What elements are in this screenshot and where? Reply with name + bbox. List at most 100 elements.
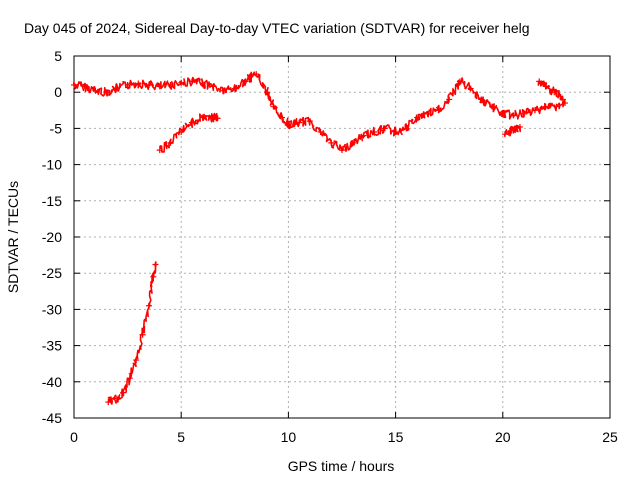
point-arc-1-4 — [113, 85, 120, 92]
point-arc-1-11 — [188, 78, 195, 85]
point-arc-1-9 — [167, 81, 174, 88]
point-arc-1-46 — [553, 103, 560, 110]
chart-title: Day 045 of 2024, Sidereal Day-to-day VTE… — [24, 20, 530, 36]
point-arc-1-13 — [210, 83, 217, 90]
point-arc-1-20 — [278, 114, 285, 121]
x-tick-label-15: 15 — [388, 429, 404, 445]
point-arc-1-35 — [435, 107, 442, 114]
point-arc-1-26 — [339, 147, 345, 154]
point-arc-3-1 — [113, 395, 120, 402]
point-arc-3-5 — [139, 331, 146, 338]
y-tick-label--20: -20 — [42, 229, 62, 245]
point-arc-1-8 — [156, 83, 163, 90]
point-arc-1-23 — [306, 118, 313, 125]
point-arc-2-0 — [156, 147, 163, 154]
point-arc-2-4 — [199, 114, 206, 121]
point-arc-1-32 — [403, 125, 410, 132]
y-tick-label--45: -45 — [42, 410, 62, 426]
point-arc-1-5 — [124, 81, 131, 88]
y-tick-label-5: 5 — [54, 48, 62, 64]
y-tick-label--10: -10 — [42, 157, 62, 173]
point-arc-1-42 — [510, 112, 517, 119]
point-arc-5-0 — [501, 131, 508, 138]
point-arc-1-24 — [317, 129, 324, 136]
series-path-arc-3 — [107, 261, 157, 405]
point-arc-1-37 — [456, 78, 463, 85]
point-arc-1-40 — [489, 103, 496, 110]
series-path-arc-4 — [537, 80, 564, 101]
point-arc-1-2 — [92, 87, 99, 94]
point-arc-1-21 — [285, 121, 292, 128]
y-tick-label--40: -40 — [42, 374, 62, 390]
series-arc-4 — [536, 78, 566, 103]
point-arc-5-1 — [510, 126, 517, 133]
y-tick-label-0: 0 — [54, 84, 62, 100]
point-arc-1-15 — [231, 85, 238, 92]
point-arc-1-22 — [296, 119, 303, 126]
y-tick-label--35: -35 — [42, 338, 62, 354]
point-arc-1-44 — [531, 107, 538, 114]
point-arc-5-2 — [516, 123, 523, 130]
point-arc-1-47 — [561, 100, 568, 107]
series-arc-5 — [501, 123, 523, 138]
point-arc-1-34 — [424, 110, 431, 117]
point-arc-2-1 — [167, 139, 174, 146]
series-arc-3 — [105, 261, 159, 406]
x-tick-label-5: 5 — [177, 429, 185, 445]
point-arc-1-45 — [542, 103, 549, 110]
point-arc-1-6 — [135, 80, 142, 87]
point-arc-1-30 — [381, 125, 388, 132]
point-arc-1-43 — [521, 110, 528, 117]
x-tick-label-10: 10 — [281, 429, 297, 445]
point-arc-1-19 — [270, 103, 277, 110]
series-path-arc-2 — [159, 112, 219, 153]
point-arc-1-7 — [146, 81, 153, 88]
point-arc-4-0 — [536, 78, 543, 85]
point-arc-1-10 — [178, 79, 185, 86]
y-tick-label--5: -5 — [50, 120, 63, 136]
point-arc-2-6 — [214, 115, 221, 122]
point-arc-1-33 — [414, 114, 421, 121]
x-tick-label-0: 0 — [70, 429, 78, 445]
y-tick-label--25: -25 — [42, 265, 62, 281]
point-arc-1-16 — [242, 78, 249, 85]
point-arc-1-0 — [71, 81, 77, 88]
point-arc-1-28 — [360, 132, 367, 139]
point-arc-2-3 — [188, 119, 195, 126]
point-arc-2-2 — [178, 129, 185, 136]
axis-ticks: 0 5 10 15 20 25 5 0 -5 -10 -15 -20 -25 -30 -35 -40 -45 — [42, 48, 618, 445]
point-arc-1-41 — [499, 110, 506, 117]
x-tick-label-20: 20 — [495, 429, 511, 445]
point-arc-4-1 — [542, 83, 549, 90]
point-arc-1-27 — [349, 139, 356, 146]
point-arc-1-1 — [81, 83, 88, 90]
series-arc-2 — [156, 112, 221, 154]
y-tick-label--15: -15 — [42, 193, 62, 209]
point-arc-3-8 — [152, 261, 159, 268]
point-arc-3-6 — [146, 302, 153, 309]
point-arc-1-12 — [199, 80, 206, 87]
data-series — [71, 71, 568, 406]
point-arc-3-2 — [120, 389, 127, 396]
point-arc-1-14 — [221, 87, 228, 94]
y-axis-label: SDTVAR / TECUs — [5, 181, 21, 293]
point-arc-3-7 — [150, 273, 157, 280]
point-arc-4-3 — [559, 96, 566, 103]
point-arc-1-38 — [467, 85, 474, 92]
point-arc-1-18 — [263, 89, 270, 96]
point-arc-1-17 — [253, 71, 260, 78]
point-arc-4-2 — [551, 89, 558, 96]
point-arc-1-25 — [328, 139, 335, 146]
x-axis-label: GPS time / hours — [288, 458, 395, 474]
point-arc-3-3 — [126, 375, 133, 382]
series-path-arc-1 — [73, 71, 566, 152]
point-arc-3-4 — [133, 357, 140, 364]
point-arc-1-31 — [392, 129, 399, 136]
y-tick-label--30: -30 — [42, 301, 62, 317]
point-arc-1-39 — [478, 96, 485, 103]
point-arc-1-3 — [103, 89, 110, 96]
point-arc-2-5 — [210, 114, 217, 121]
series-arc-1 — [71, 71, 568, 154]
point-arc-1-36 — [446, 96, 453, 103]
